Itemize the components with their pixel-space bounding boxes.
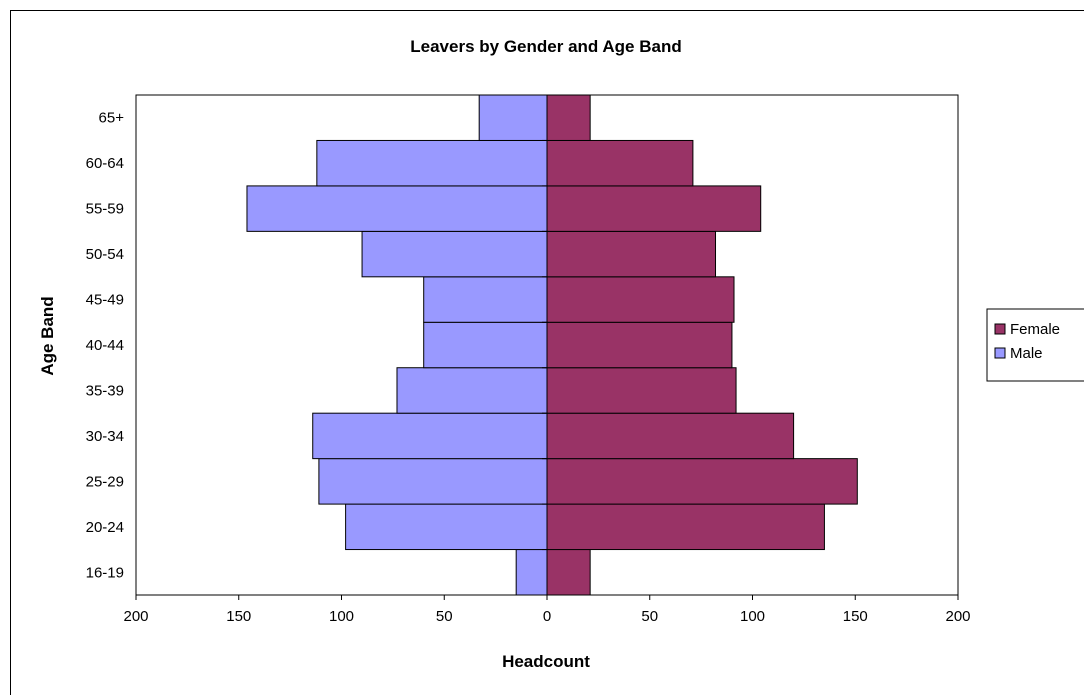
bar-male-20-24: [345, 503, 548, 551]
y-tick-label: 55-59: [86, 201, 124, 218]
bar-male-45-49: [423, 276, 548, 323]
bar-female-40-44: [546, 321, 733, 369]
x-tick-label: 0: [543, 608, 551, 625]
y-tick-label: 16-19: [86, 564, 124, 581]
bar-male-65+: [478, 94, 548, 141]
y-tick-label: 50-54: [86, 246, 124, 263]
bar-female-25-29: [546, 458, 858, 505]
bar-male-25-29: [318, 458, 548, 505]
x-tick-label: 150: [226, 608, 251, 625]
bar-male-60-64: [316, 139, 548, 187]
bar-female-20-24: [546, 503, 825, 551]
x-tick-label: 200: [123, 608, 148, 625]
y-tick-label: 20-24: [86, 519, 124, 536]
bar-female-55-59: [546, 185, 762, 232]
y-tick-label: 35-39: [86, 382, 124, 399]
bar-female-16-19: [546, 549, 591, 596]
bar-male-30-34: [312, 412, 548, 460]
x-tick-label: 100: [329, 608, 354, 625]
y-tick-label: 30-34: [86, 428, 124, 445]
bar-male-50-54: [361, 230, 548, 278]
y-axis-title: Age Band: [38, 296, 57, 375]
bar-male-35-39: [396, 367, 548, 414]
x-tick-label: 50: [436, 608, 453, 625]
plot-area: 200 150 100 50 0 50 100 150 200 16-19 20-24 25-29 30…: [86, 94, 971, 625]
chart-frame: Leavers by Gender and Age Band 200 150 100…: [10, 10, 1084, 695]
y-tick-label: 40-44: [86, 337, 124, 354]
y-tick-label: 60-64: [86, 155, 124, 172]
legend-swatch-female: [994, 323, 1006, 335]
bar-female-45-49: [546, 276, 735, 323]
x-tick-label: 100: [740, 608, 765, 625]
legend-label-male: Male: [1010, 345, 1043, 362]
x-axis-title: Headcount: [502, 652, 590, 671]
legend-label-female: Female: [1010, 321, 1060, 338]
x-tick-label: 200: [945, 608, 970, 625]
y-tick-label: 45-49: [86, 292, 124, 309]
bar-female-60-64: [546, 139, 694, 187]
chart-title: Leavers by Gender and Age Band: [410, 37, 681, 56]
bar-male-40-44: [423, 321, 548, 369]
bar-female-50-54: [546, 230, 717, 278]
x-tick-label: 150: [843, 608, 868, 625]
bar-male-16-19: [515, 549, 548, 596]
legend-box: [986, 308, 1084, 382]
legend: Female Male: [986, 308, 1084, 382]
y-tick-label: 65+: [99, 110, 125, 127]
y-tick-label: 25-29: [86, 473, 124, 490]
bar-female-65+: [546, 94, 591, 141]
bar-female-35-39: [546, 367, 737, 414]
chart-svg: Leavers by Gender and Age Band 200 150 100…: [38, 37, 1084, 671]
legend-swatch-male: [994, 347, 1006, 359]
bar-male-55-59: [246, 185, 548, 232]
x-tick-label: 50: [641, 608, 658, 625]
bar-female-30-34: [546, 412, 795, 460]
